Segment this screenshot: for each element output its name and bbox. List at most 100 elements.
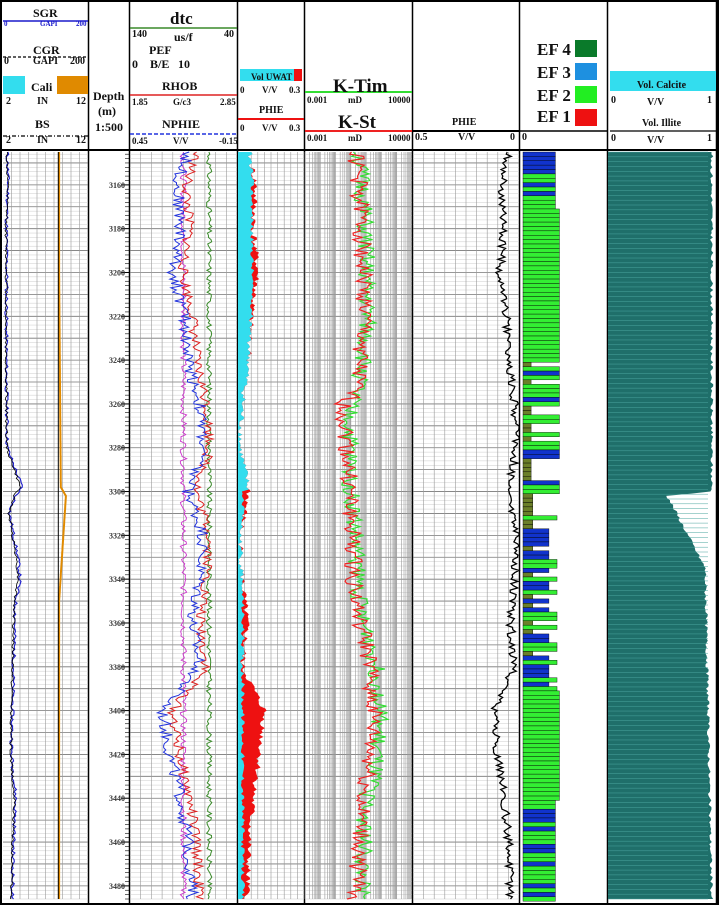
facies-block [522,484,560,490]
facies-block [522,340,560,345]
facies-block [522,813,556,819]
facies-block [522,896,556,902]
facies-block [522,313,560,319]
calcite-label: Vol. Calcite [637,80,687,91]
facies-block [522,559,558,565]
facies-block [522,480,560,486]
facies-block [522,616,558,621]
depth-tick-label: 3440 [109,794,125,803]
facies-block [522,164,556,170]
cali-header-swatch-water [3,76,25,94]
depth-tick-label: 3300 [109,488,125,497]
facies-block [522,712,560,718]
sgr-max: 200 [76,20,87,28]
facies-block [522,773,560,779]
facies-block [522,217,560,223]
facies-block [522,830,556,836]
facies-block [522,879,556,884]
facies-block [522,397,560,402]
illite-min: 0 [611,133,616,144]
illite-label: Vol. Illite [642,118,682,129]
facies-block [522,795,560,801]
facies-block [522,182,556,188]
facies-block [522,550,550,556]
legend-swatch-ef1 [575,109,597,126]
facies-column [522,151,560,902]
track-grid-6 [413,152,519,900]
facies-block [522,642,558,648]
facies-block [522,467,532,473]
kst-curve [332,151,384,900]
facies-block [522,839,556,845]
kst-min: 0.001 [307,133,328,143]
facies-block [522,752,560,757]
ef-scale-min: 0 [522,132,527,143]
cali-label: Cali [31,80,53,94]
facies-block [522,756,560,762]
facies-block [522,410,532,416]
facies-block [522,199,556,205]
facies-block [522,419,560,424]
facies-block [522,195,556,201]
depth-title: Depth [93,89,125,103]
facies-block [522,296,560,302]
illite-max: 1 [707,133,712,144]
rhob-curve [166,151,216,900]
facies-block [522,769,560,775]
facies-block [522,524,533,529]
facies-block [522,568,550,573]
facies-block [522,274,560,280]
facies-block [522,204,556,210]
bs-min: 2 [6,135,11,146]
bs-unit: IN [37,135,49,146]
sgr-min: 0 [4,20,8,28]
facies-block [522,208,560,214]
facies-block [522,782,560,788]
facies-block [522,594,533,600]
facies-block [522,348,560,354]
ktim-min: 0.001 [307,95,328,105]
facies-block [522,178,556,183]
facies-block [522,835,556,841]
depth-tick-label: 3360 [109,619,125,628]
ktim-max: 10000 [388,95,411,105]
cali-min: 2 [6,96,11,107]
calcite-texture [608,151,708,900]
voluwat-fill-area [238,152,255,899]
calcite-unit: V/V [647,97,665,108]
depth-scale: 1:500 [95,120,123,134]
facies-block [522,287,560,293]
voluwat-label: Vol UWAT [251,72,293,82]
ef4-label: EF 4 [537,40,571,59]
facies-block [522,300,560,306]
facies-block [522,668,550,674]
facies-block [522,331,560,337]
facies-block [522,497,533,503]
facies-block [522,699,560,705]
facies-block [522,335,560,341]
facies-block [522,760,560,766]
facies-block [522,519,533,525]
phie4-min: 0 [240,123,245,133]
facies-block [522,638,550,643]
facies-block [522,511,533,516]
facies-block [522,861,556,867]
facies-block [522,471,532,477]
facies-block [522,445,560,451]
cgr-curve [4,151,21,900]
facies-block [522,156,556,161]
facies-block [522,401,560,407]
depth-tick-label: 3320 [109,531,125,540]
facies-block [522,738,560,744]
facies-block [522,681,550,687]
facies-block [522,423,532,429]
ktim-label: K-Tim [333,76,388,97]
facies-block [522,581,550,586]
voluwat-header-red [294,69,302,81]
depth-tick-label: 3260 [109,400,125,409]
facies-block [522,778,560,784]
phie6-max: 0 [510,132,515,143]
phie4-unit: V/V [262,123,278,133]
facies-block [522,690,560,696]
cgr-min: 0 [4,56,9,67]
